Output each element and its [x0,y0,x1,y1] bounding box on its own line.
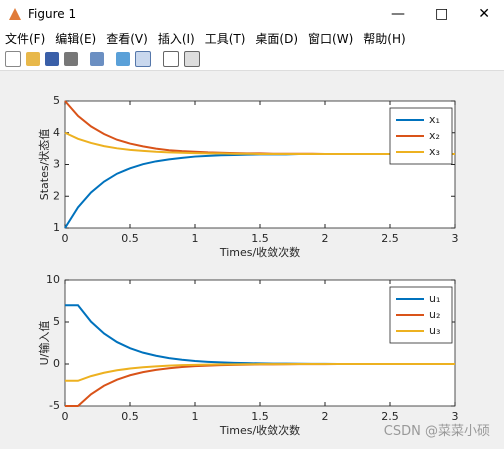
x-tick-label: 0 [62,232,69,245]
y-tick-label: 1 [53,221,60,234]
y-tick-label: 0 [53,357,60,370]
x-tick-label: 1 [192,410,199,423]
x-tick-label: 3 [452,410,459,423]
y-tick-label: 5 [53,315,60,328]
x-tick-label: 2.5 [381,232,399,245]
title-bar: Figure 1 — □ ✕ [0,0,504,28]
app-icon [9,8,21,20]
legend-button[interactable] [135,51,151,67]
save-button[interactable] [45,52,59,66]
minimize-button[interactable]: — [391,6,406,22]
pointer-button[interactable] [163,51,179,67]
x-tick-label: 2.5 [381,410,399,423]
x-tick-label: 0.5 [121,232,139,245]
y-axis-label: States/状态值 [37,129,51,201]
x-tick-label: 1.5 [251,410,269,423]
property-button[interactable] [184,51,200,67]
legend-label: x₁ [429,113,440,126]
legend-label: x₃ [429,145,440,158]
watermark: CSDN @菜菜小硕 [383,424,490,439]
x-tick-label: 2 [322,410,329,423]
print-button[interactable] [64,52,78,66]
maximize-button[interactable]: □ [435,6,449,22]
menu-item[interactable]: 查看(V) [106,31,148,46]
y-axis-label: U/输入值 [37,321,51,366]
x-axis-label: Times/收敛次数 [219,423,300,437]
menu-bar: 文件(F) 编辑(E) 查看(V) 插入(I) 工具(T) 桌面(D) 窗口(W) 帮助(H) [0,28,504,48]
x-tick-label: 3 [452,232,459,245]
x-tick-label: 2 [322,232,329,245]
menu-item[interactable]: 工具(T) [204,31,246,46]
menu-item[interactable]: 插入(I) [157,31,195,46]
x-tick-label: 0 [62,410,69,423]
series-line [65,363,455,382]
x-axis-label: Times/收敛次数 [219,245,300,259]
x-tick-label: 1 [192,232,199,245]
x-tick-label: 1.5 [251,232,269,245]
y-tick-label: 4 [53,126,60,139]
window-title: Figure 1 [28,7,77,21]
y-tick-label: 2 [53,189,60,202]
legend-label: x₂ [429,129,440,142]
open-button[interactable] [26,52,40,66]
y-tick-label: -5 [49,399,60,412]
legend-label: u₃ [429,324,440,337]
menu-item[interactable]: 文件(F) [5,31,46,46]
legend-label: u₁ [429,292,440,305]
y-tick-label: 10 [46,273,60,286]
legend-label: u₂ [429,308,440,321]
menu-item[interactable]: 桌面(D) [255,31,299,46]
menu-item[interactable]: 窗口(W) [308,31,354,46]
close-button[interactable]: ✕ [478,6,490,22]
link-button[interactable] [90,52,104,66]
toolbar [0,48,504,71]
plot-area: 0 0.5 1 1.5 2 2.5 3 1 2 3 4 5 Times/收敛次数 States/状态值 x₁… [37,94,459,437]
menu-item[interactable]: 帮助(H) [363,31,406,46]
x-tick-label: 0.5 [121,410,139,423]
colorbar-button[interactable] [116,52,130,66]
menu-item[interactable]: 编辑(E) [55,31,97,46]
new-button[interactable] [5,51,21,67]
y-tick-label: 5 [53,94,60,107]
y-tick-label: 3 [53,158,60,171]
